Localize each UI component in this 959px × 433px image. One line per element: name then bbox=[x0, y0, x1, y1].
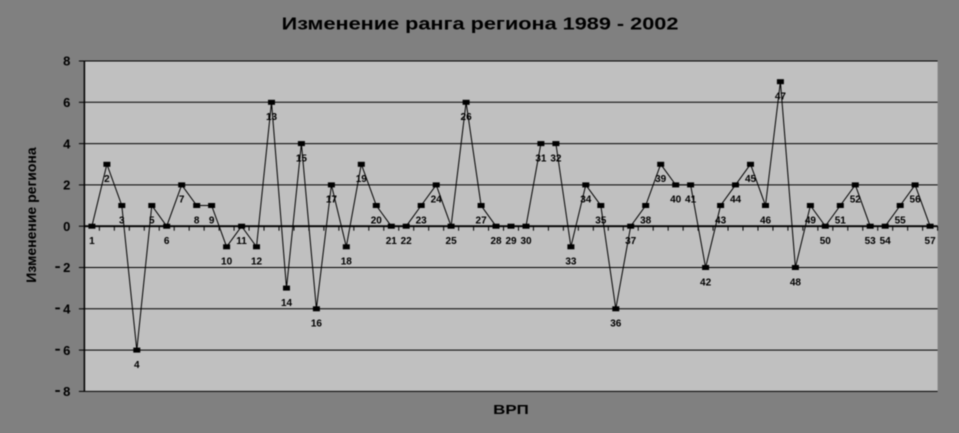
svg-text:42: 42 bbox=[700, 277, 712, 288]
svg-text:57: 57 bbox=[925, 236, 937, 247]
svg-text:6: 6 bbox=[63, 95, 70, 110]
svg-text:23: 23 bbox=[416, 215, 428, 226]
svg-text:26: 26 bbox=[461, 112, 473, 123]
svg-text:5: 5 bbox=[149, 215, 155, 226]
svg-text:38: 38 bbox=[640, 215, 652, 226]
svg-text:24: 24 bbox=[431, 195, 443, 206]
svg-text:25: 25 bbox=[446, 236, 458, 247]
svg-text:7: 7 bbox=[179, 195, 185, 206]
svg-text:Изменение региона: Изменение региона bbox=[23, 147, 39, 283]
svg-text:46: 46 bbox=[760, 215, 772, 226]
svg-text:8: 8 bbox=[63, 54, 70, 69]
svg-text:37: 37 bbox=[625, 236, 637, 247]
svg-text:51: 51 bbox=[835, 215, 847, 226]
svg-text:34: 34 bbox=[580, 195, 592, 206]
svg-text:6: 6 bbox=[63, 343, 70, 358]
svg-text:ВРП: ВРП bbox=[493, 403, 529, 418]
svg-text:4: 4 bbox=[63, 136, 71, 151]
svg-text:33: 33 bbox=[565, 257, 577, 268]
svg-text:1: 1 bbox=[89, 236, 95, 247]
svg-text:10: 10 bbox=[221, 257, 233, 268]
svg-text:4: 4 bbox=[134, 360, 140, 371]
svg-text:31: 31 bbox=[535, 153, 547, 164]
svg-text:30: 30 bbox=[520, 236, 532, 247]
svg-text:16: 16 bbox=[311, 319, 323, 330]
svg-text:22: 22 bbox=[401, 236, 413, 247]
svg-text:Изменение ранга региона 1989 -: Изменение ранга региона 1989 - 2002 bbox=[282, 15, 679, 34]
svg-text:15: 15 bbox=[296, 153, 308, 164]
svg-text:35: 35 bbox=[595, 215, 607, 226]
svg-text:43: 43 bbox=[715, 215, 727, 226]
svg-text:49: 49 bbox=[805, 215, 817, 226]
svg-text:39: 39 bbox=[655, 174, 667, 185]
svg-text:29: 29 bbox=[505, 236, 517, 247]
svg-text:18: 18 bbox=[341, 257, 353, 268]
svg-text:21: 21 bbox=[386, 236, 398, 247]
svg-text:32: 32 bbox=[550, 153, 562, 164]
svg-text:44: 44 bbox=[730, 195, 742, 206]
svg-text:45: 45 bbox=[745, 174, 757, 185]
svg-text:2: 2 bbox=[104, 174, 110, 185]
svg-text:41: 41 bbox=[685, 195, 697, 206]
svg-text:4: 4 bbox=[63, 302, 71, 317]
svg-text:20: 20 bbox=[371, 215, 383, 226]
svg-text:11: 11 bbox=[236, 236, 247, 247]
svg-text:53: 53 bbox=[865, 236, 877, 247]
svg-text:47: 47 bbox=[775, 92, 787, 103]
svg-text:54: 54 bbox=[880, 236, 892, 247]
svg-text:50: 50 bbox=[820, 236, 832, 247]
svg-text:56: 56 bbox=[910, 195, 922, 206]
svg-text:9: 9 bbox=[209, 215, 215, 226]
svg-text:2: 2 bbox=[63, 260, 70, 275]
svg-text:48: 48 bbox=[790, 277, 802, 288]
svg-text:2: 2 bbox=[63, 178, 70, 193]
svg-text:12: 12 bbox=[251, 257, 263, 268]
svg-text:17: 17 bbox=[326, 195, 338, 206]
svg-text:27: 27 bbox=[476, 215, 488, 226]
svg-text:19: 19 bbox=[356, 174, 368, 185]
svg-text:8: 8 bbox=[63, 384, 70, 399]
svg-text:28: 28 bbox=[490, 236, 502, 247]
svg-text:8: 8 bbox=[194, 215, 200, 226]
svg-text:13: 13 bbox=[266, 112, 278, 123]
svg-text:6: 6 bbox=[164, 236, 170, 247]
svg-text:3: 3 bbox=[119, 215, 125, 226]
svg-text:40: 40 bbox=[670, 195, 682, 206]
svg-text:52: 52 bbox=[850, 195, 862, 206]
svg-text:14: 14 bbox=[281, 298, 293, 309]
svg-text:0: 0 bbox=[63, 219, 70, 234]
svg-text:36: 36 bbox=[610, 319, 622, 330]
svg-text:55: 55 bbox=[895, 215, 907, 226]
